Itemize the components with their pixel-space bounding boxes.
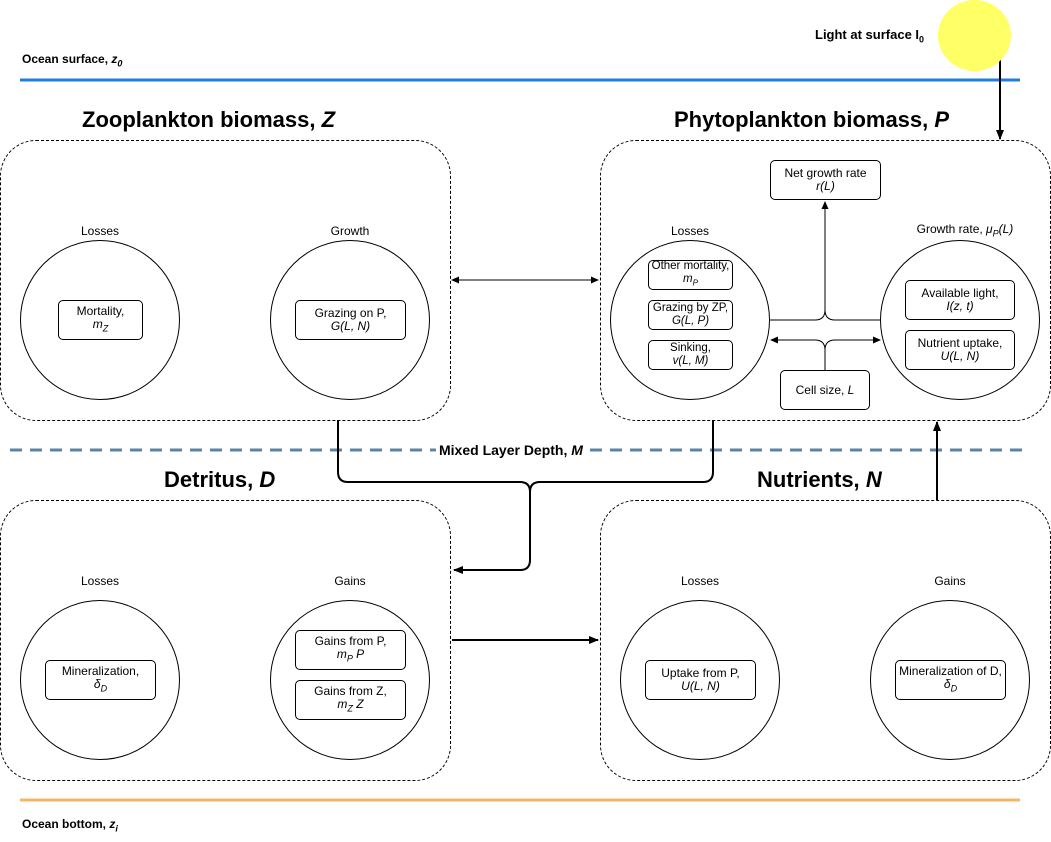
- zooplankton-losses-label: Losses: [80, 224, 120, 238]
- detritus-gains-label: Gains: [334, 574, 366, 588]
- light-at-surface-label: Light at surface I0: [815, 27, 925, 45]
- zooplankton-mortality-box: Mortality, mZ: [58, 300, 143, 340]
- sun-icon: [938, 0, 1011, 71]
- mixed-layer-label: Mixed Layer Depth, M: [436, 442, 586, 458]
- phyto-grazing-box: Grazing by ZP, G(L, P): [648, 300, 733, 330]
- detritus-gains-from-p-box: Gains from P, mP P: [295, 630, 406, 670]
- zooplankton-panel: [0, 140, 451, 421]
- zooplankton-growth-label: Growth: [330, 224, 370, 238]
- nutrients-title: Nutrients, N: [757, 467, 882, 492]
- phyto-sinking-box: Sinking, v(L, M): [648, 340, 733, 370]
- phytoplankton-growth-circle: [880, 240, 1040, 400]
- nutrients-uptake-box: Uptake from P, U(L, N): [645, 660, 756, 700]
- phyto-available-light-box: Available light, I(z, t): [905, 280, 1015, 320]
- phytoplankton-title: Phytoplankton biomass, P: [674, 107, 950, 132]
- nutrients-mineralization-box: Mineralization of D, δD: [895, 660, 1006, 700]
- phyto-net-growth-box: Net growth rate r(L): [770, 160, 881, 200]
- detritus-title: Detritus, D: [164, 467, 276, 492]
- phytoplankton-growth-label: Growth rate, μP(L): [916, 222, 1014, 239]
- detritus-mineralization-box: Mineralization, δD: [45, 660, 156, 700]
- detritus-losses-label: Losses: [80, 574, 120, 588]
- phyto-cell-size-box: Cell size, L: [780, 370, 870, 410]
- phytoplankton-losses-label: Losses: [670, 224, 710, 238]
- zooplankton-grazing-box: Grazing on P, G(L, N): [295, 300, 406, 340]
- phyto-other-mortality-box: Other mortality, mP: [648, 260, 733, 290]
- nutrients-losses-label: Losses: [680, 574, 720, 588]
- ocean-bottom-label: Ocean bottom, zi: [22, 817, 118, 834]
- ocean-surface-label: Ocean surface, z0: [22, 52, 123, 69]
- zooplankton-title: Zooplankton biomass, Z: [82, 107, 336, 132]
- detritus-panel: [0, 500, 451, 781]
- phyto-nutrient-uptake-box: Nutrient uptake, U(L, N): [905, 330, 1015, 370]
- detritus-gains-from-z-box: Gains from Z, mZ Z: [295, 680, 406, 720]
- nutrients-gains-label: Gains: [934, 574, 966, 588]
